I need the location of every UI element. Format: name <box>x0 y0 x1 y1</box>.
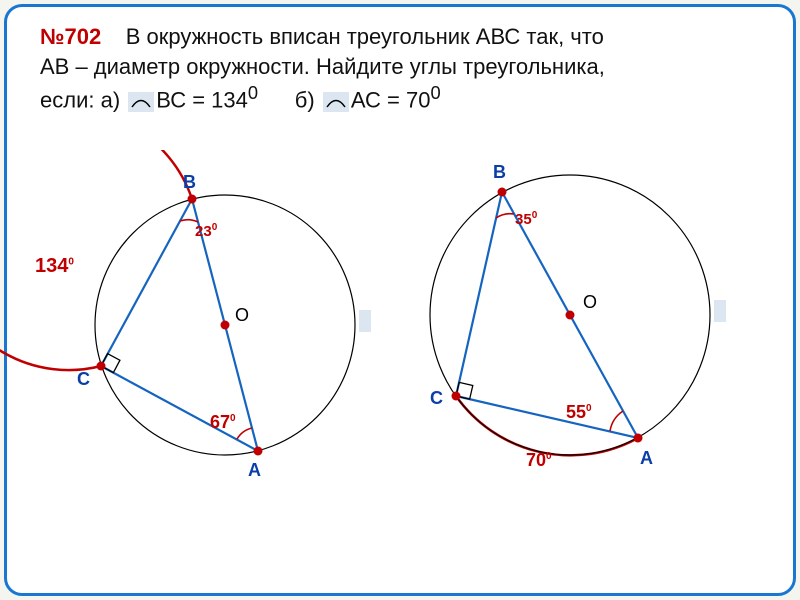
label-arc-ac: 700 <box>526 450 552 471</box>
badge-a <box>359 310 371 332</box>
label-c-a: C <box>77 369 90 390</box>
label-angle-a-b: 550 <box>566 402 592 423</box>
point-a-a <box>254 447 263 456</box>
angle-arc-a-a <box>237 428 252 439</box>
angle-arc-a-b <box>610 411 623 431</box>
point-b-b <box>498 188 507 197</box>
line-ac-b <box>456 396 638 438</box>
problem-text-3b: б) <box>295 88 315 113</box>
label-a-b: A <box>640 448 653 469</box>
point-b-a <box>188 195 197 204</box>
point-c-b <box>452 392 461 401</box>
label-angle-b-a: 230 <box>195 222 217 240</box>
line-bc-b <box>456 192 502 396</box>
label-o-a: О <box>235 305 249 326</box>
line-bc-a <box>101 199 192 366</box>
angle-arc-b-b <box>496 214 514 218</box>
arc-icon <box>128 92 154 112</box>
label-angle-a-a: 670 <box>210 412 236 433</box>
badge-b <box>714 300 726 322</box>
label-b-b: B <box>493 162 506 183</box>
deg-sup: 0 <box>430 82 440 103</box>
label-o-b: О <box>583 292 597 313</box>
problem-statement: №702 В окружность вписан треугольник АВС… <box>40 22 760 115</box>
line-ac-a <box>101 366 258 451</box>
problem-text-1: В окружность вписан треугольник АВС так,… <box>126 24 604 49</box>
diagram-container: A B C О 1340 230 670 A B C О 700 350 550 <box>0 150 800 590</box>
problem-number: №702 <box>40 24 101 49</box>
point-a-b <box>634 434 643 443</box>
point-o-b <box>566 311 575 320</box>
label-a-a: A <box>248 460 261 481</box>
problem-text-2: АВ – диаметр окружности. Найдите углы тр… <box>40 54 605 79</box>
label-b-a: B <box>183 172 196 193</box>
label-angle-b-b: 350 <box>515 210 537 228</box>
deg-sup: 0 <box>248 82 258 103</box>
problem-text-3a: если: а) <box>40 88 120 113</box>
label-arc-bc: 1340 <box>35 255 74 278</box>
arc-icon <box>323 92 349 112</box>
point-c-a <box>97 362 106 371</box>
label-c-b: C <box>430 388 443 409</box>
case-b-expr: АС = 70 <box>351 88 431 113</box>
point-o-a <box>221 321 230 330</box>
case-a-expr: ВС = 134 <box>156 88 248 113</box>
